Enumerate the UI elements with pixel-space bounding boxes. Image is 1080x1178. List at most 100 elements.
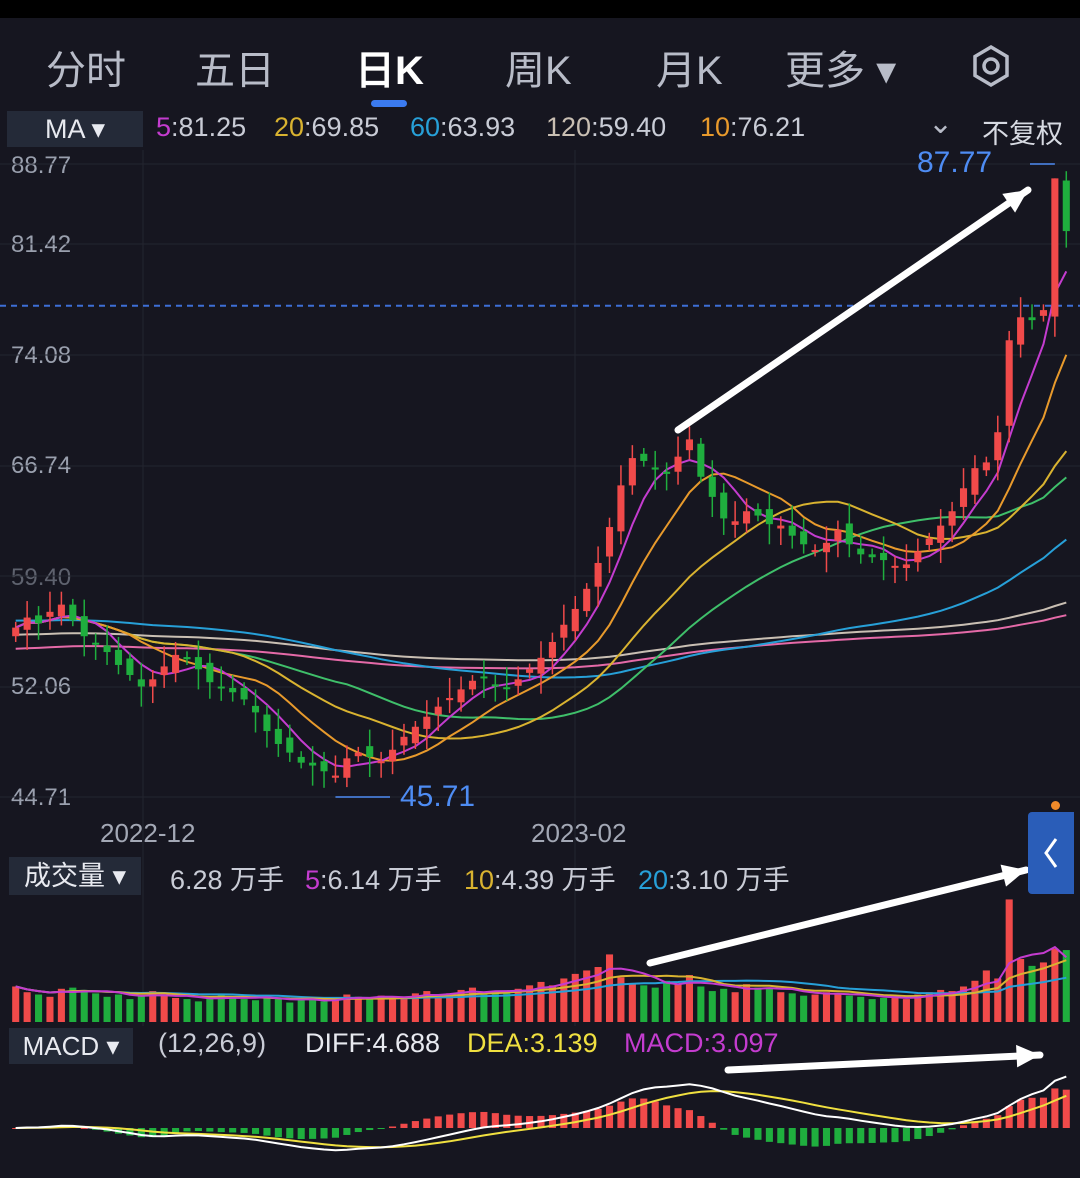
candle xyxy=(137,679,145,687)
macd-histogram-bar xyxy=(320,1128,328,1139)
volume-bar xyxy=(1005,899,1013,1022)
macd-histogram-bar xyxy=(822,1128,831,1146)
tab-more[interactable]: 更多 ▾ xyxy=(785,49,897,93)
candle xyxy=(868,554,876,558)
high-price-annotation: 87.77 xyxy=(917,146,993,179)
candle xyxy=(263,714,271,732)
volume-bar xyxy=(434,995,442,1022)
macd-histogram-bar xyxy=(754,1128,762,1140)
volume-bar xyxy=(594,967,602,1022)
chevron-down-icon[interactable]: ⌄ xyxy=(928,107,954,140)
volume-bar xyxy=(446,993,454,1022)
tab-monthly-k[interactable]: 月K xyxy=(656,49,723,93)
volume-bar xyxy=(560,978,568,1022)
macd-histogram-bar xyxy=(800,1128,808,1146)
macd-histogram-bar xyxy=(743,1128,751,1138)
adjustment-toggle[interactable]: 不复权 xyxy=(982,119,1063,149)
macd-histogram-bar xyxy=(423,1118,431,1128)
macd-diff-line xyxy=(15,1075,1067,1152)
candle xyxy=(914,551,922,563)
candle xyxy=(23,617,31,630)
volume-bar xyxy=(297,1000,305,1022)
candle xyxy=(925,538,933,546)
candle xyxy=(160,666,168,676)
volume-bar xyxy=(628,983,636,1022)
candle xyxy=(982,462,990,471)
macd-histogram-bar xyxy=(309,1128,317,1139)
volume-bar xyxy=(354,996,362,1022)
candle xyxy=(400,736,408,746)
tab-five-day[interactable]: 五日 xyxy=(195,49,275,93)
volume-bar xyxy=(720,988,728,1022)
macd-histogram-bar xyxy=(617,1101,625,1128)
volume-bar xyxy=(1051,948,1059,1022)
macd-histogram-bar xyxy=(628,1098,636,1128)
volume-bar xyxy=(69,987,77,1022)
macd-histogram-bar xyxy=(674,1108,682,1128)
candle xyxy=(857,548,865,555)
macd-histogram-bar xyxy=(925,1128,933,1137)
candle xyxy=(891,565,899,568)
ma-selector-button[interactable]: MA ▾ xyxy=(7,111,143,147)
ma60-legend: 60:63.93 xyxy=(410,112,516,142)
candle xyxy=(548,641,556,658)
candle xyxy=(274,728,282,744)
macd-histogram-bar xyxy=(834,1128,842,1144)
candle xyxy=(937,525,945,543)
settings-gear-icon[interactable] xyxy=(969,44,1013,88)
tab-daily-k[interactable]: 日K xyxy=(355,49,424,93)
candle xyxy=(663,471,671,474)
volume-bar xyxy=(320,1001,328,1022)
volume-bar xyxy=(23,992,31,1022)
vol-ma10-legend: 10:4.39 万手 xyxy=(464,865,616,895)
candle xyxy=(194,657,202,670)
candle xyxy=(605,527,614,557)
volume-bar xyxy=(959,986,968,1022)
volume-bar xyxy=(343,994,351,1022)
active-tab-indicator xyxy=(371,100,407,107)
volume-bar xyxy=(503,992,511,1022)
candle xyxy=(902,564,910,568)
tab-weekly-k[interactable]: 周K xyxy=(505,49,572,93)
candle xyxy=(800,531,808,545)
candle xyxy=(480,676,488,679)
volume-bar xyxy=(697,986,705,1022)
macd-histogram-bar xyxy=(206,1128,214,1132)
macd-histogram-bar xyxy=(845,1128,853,1144)
volume-trend-arrow xyxy=(646,866,1030,967)
volume-bar xyxy=(617,977,625,1022)
macd-histogram-bar xyxy=(229,1128,237,1133)
macd-histogram-bar xyxy=(183,1128,191,1132)
volume-bar xyxy=(423,991,431,1022)
macd-histogram-bar xyxy=(994,1115,1002,1128)
macd-histogram-bar xyxy=(560,1113,568,1128)
ma10-legend: 10:76.21 xyxy=(700,112,806,142)
macd-dea-value: DEA:3.139 xyxy=(467,1028,598,1058)
ma-legend-bar: MA ▾ 5:81.25 20:69.85 60:63.93 120:59.40… xyxy=(0,107,1080,150)
macd-histogram-bar xyxy=(571,1112,579,1128)
vol-ma20-line xyxy=(15,976,1067,1000)
volume-bar xyxy=(57,988,65,1022)
volume-bar xyxy=(35,994,43,1022)
notification-dot xyxy=(1051,801,1060,810)
volume-bar xyxy=(708,991,716,1022)
volume-bar xyxy=(103,996,111,1022)
tab-intraday[interactable]: 分时 xyxy=(46,49,126,93)
date-tick-label: 2023-02 xyxy=(531,818,627,848)
candle xyxy=(217,686,225,689)
macd-histogram-bar xyxy=(857,1128,865,1144)
candle xyxy=(834,529,842,541)
volume-bar xyxy=(605,954,614,1022)
macd-selector-button[interactable]: MACD ▾ xyxy=(9,1028,133,1064)
candle xyxy=(514,679,522,686)
volume-selector-button[interactable]: 成交量 ▾ xyxy=(9,857,141,895)
collapse-panel-button[interactable] xyxy=(1028,812,1074,894)
candle xyxy=(708,476,716,497)
ma20-line xyxy=(15,450,1068,740)
candle xyxy=(1017,317,1025,345)
vol-ma20-legend: 20:3.10 万手 xyxy=(638,865,790,895)
macd-histogram-bar xyxy=(697,1116,705,1128)
candle xyxy=(309,762,317,766)
volume-bar xyxy=(240,999,248,1022)
